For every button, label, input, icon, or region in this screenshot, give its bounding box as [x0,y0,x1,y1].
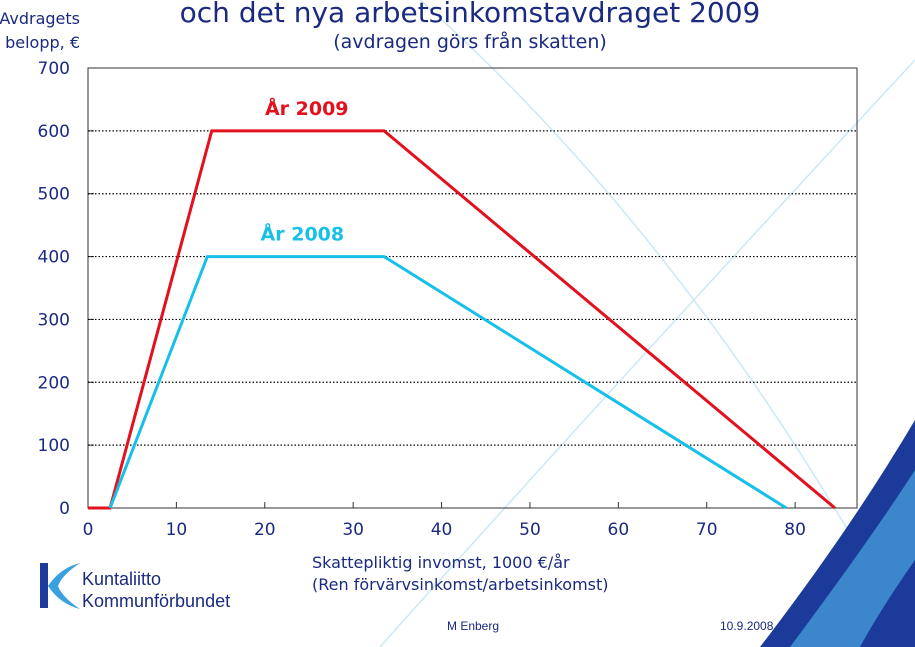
chart-subtitle: (avdragen görs från skatten) [333,30,607,53]
x-tick-label: 30 [342,520,364,540]
y-tick-label: 600 [38,122,70,142]
series-label: År 2008 [261,222,345,246]
x-tick-label: 50 [519,520,541,540]
logo-text: Kommunförbundet [82,591,230,611]
decor-arc [379,59,915,647]
y-tick-label: 100 [38,436,70,456]
y-axis-label: Avdragets [0,9,80,28]
footer-author: M Enberg [447,619,499,633]
x-axis-label: Skattepliktig invomst, 1000 €/år [312,553,570,572]
x-tick-label: 80 [784,520,806,540]
x-tick-label: 20 [254,520,276,540]
x-axis-label: (Ren förvärvsinkomst/arbetsinkomst) [312,575,609,594]
y-tick-label: 300 [38,310,70,330]
x-tick-label: 10 [166,520,188,540]
x-tick-label: 0 [83,520,94,540]
y-tick-label: 0 [59,499,70,519]
y-tick-label: 200 [38,373,70,393]
y-tick-label: 400 [38,248,70,268]
footer-date: 10.9.2008 [720,619,774,633]
x-tick-label: 60 [608,520,630,540]
series-label: År 2009 [265,96,349,120]
y-tick-label: 700 [38,59,70,79]
logo-mark [40,563,48,608]
y-axis-label: belopp, € [5,33,80,52]
chart-title: och det nya arbetsinkomstavdraget 2009 [180,0,761,29]
logo: Kuntaliitto Kommunförbundet [40,563,230,611]
series-line [88,129,836,510]
x-tick-label: 70 [696,520,718,540]
logo-mark [48,563,80,609]
plot-frame [87,67,858,509]
decor-swoosh [790,470,915,647]
logo-text: Kuntaliitto [82,569,161,589]
y-tick-label: 500 [38,185,70,205]
x-tick-label: 40 [431,520,453,540]
series-line [108,255,788,510]
